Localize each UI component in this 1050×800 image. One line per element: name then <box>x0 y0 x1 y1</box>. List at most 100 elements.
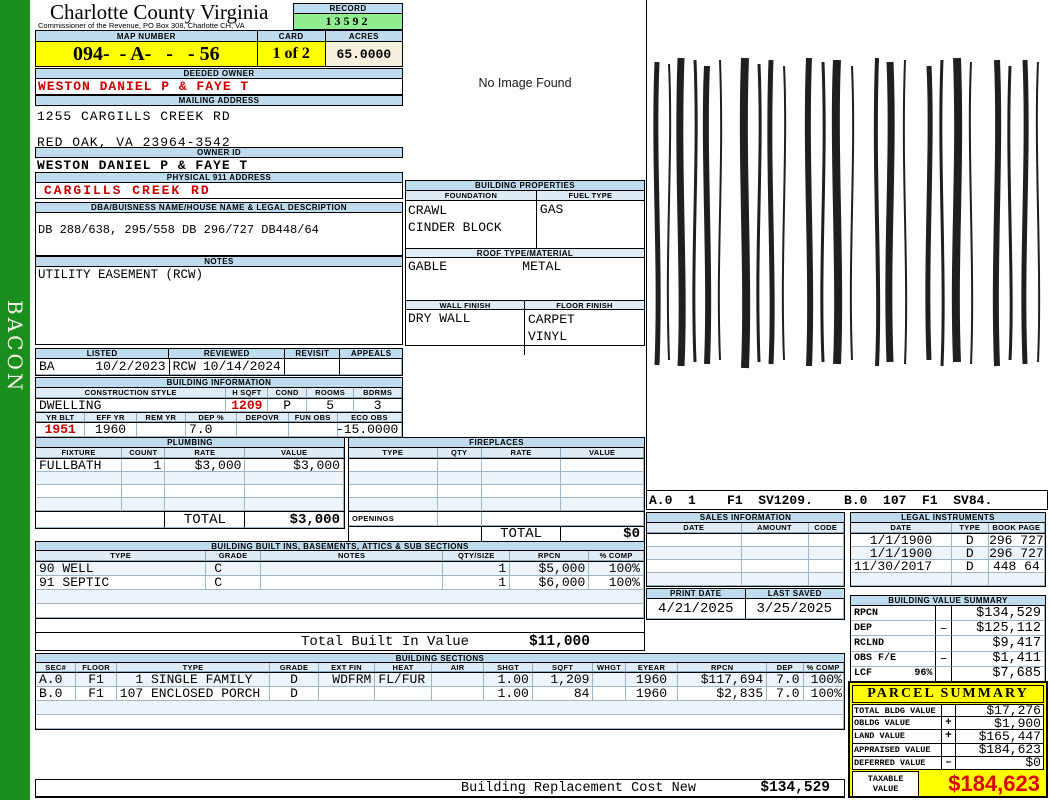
bi-rpcn-label: RPCN <box>510 551 590 561</box>
bvs-label-text: RPCN <box>854 607 879 619</box>
empty-cell <box>36 472 123 485</box>
fp-qty-label: QTY <box>437 448 482 458</box>
sales-code-label: CODE <box>808 523 844 533</box>
built-ins-total-label: Total Built In Value <box>301 633 470 650</box>
parcel-row-label: TOTAL BLDG VALUE <box>852 704 943 718</box>
acres-value: 65.0000 <box>325 42 403 67</box>
empty-cell <box>647 534 742 547</box>
last-saved-label: LAST SAVED <box>745 588 845 599</box>
parcel-row-sign: + <box>942 730 956 744</box>
foundation-value: CRAWL CINDER BLOCK <box>406 201 537 248</box>
legal-description-value: DB 288/638, 295/558 DB 296/727 DB448/64 <box>35 213 403 256</box>
empty-cell <box>165 485 246 498</box>
building-value-summary-label: BUILDING VALUE SUMMARY <box>850 595 1046 606</box>
taxable-value: $184,623 <box>948 770 1040 796</box>
empty-cell <box>349 459 438 472</box>
sec-b-comp: 100% <box>803 687 844 701</box>
empty-cell <box>437 485 482 498</box>
empty-cell <box>561 485 644 498</box>
sec-b-shgt: 1.00 <box>484 687 533 701</box>
empty-cell <box>988 573 1045 586</box>
sec-a-shgt: 1.00 <box>484 673 533 687</box>
wall-finish-label: WALL FINISH <box>406 300 525 310</box>
reviewed-date: 10/14/2024 <box>202 359 281 374</box>
parcel-row-value: $17,276 <box>955 703 1044 718</box>
empty-cell <box>561 498 644 511</box>
deeded-owner-label: DEEDED OWNER <box>35 68 403 79</box>
fp-rate-label: RATE <box>481 448 562 458</box>
plumbing-total-label: TOTAL <box>165 512 246 528</box>
legal-row-type: D <box>951 534 989 547</box>
notes-label: NOTES <box>35 256 403 267</box>
wall-finish-value: DRY WALL <box>406 310 525 355</box>
empty-cell <box>481 512 644 526</box>
effyr-label: EFF YR <box>85 413 137 422</box>
parcel-row-sign: – <box>942 756 956 770</box>
owner-id-value: WESTON DANIEL P & FAYE T <box>37 158 249 173</box>
bvs-value: $9,417 <box>951 636 1045 652</box>
legal-description-section: DBA/BUISNESS NAME/HOUSE NAME & LEGAL DES… <box>35 202 403 256</box>
dep-label: DEP <box>767 663 804 672</box>
dep-pct-value: 7.0 <box>186 423 238 437</box>
notes-section: NOTES UTILITY EASEMENT (RCW) <box>35 256 403 345</box>
sec-a-sec: A.0 <box>36 673 77 687</box>
photo-panel: No Image Found <box>405 0 645 180</box>
bvs-label: DEP <box>851 621 937 637</box>
bvs-label: RCLND <box>851 636 937 652</box>
reviewed-by: RCW <box>172 359 196 374</box>
type-label: TYPE <box>116 663 271 672</box>
building-info-section: BUILDING INFORMATION CONSTRUCTION STYLE … <box>35 377 403 438</box>
empty-cell <box>951 573 989 586</box>
building-properties-label: BUILDING PROPERTIES <box>406 181 644 191</box>
empty-cell <box>481 498 562 511</box>
bi-row-rpcn: $6,000 <box>510 576 590 590</box>
notes-value: UTILITY EASEMENT (RCW) <box>35 267 403 345</box>
bi-row-type: 91 SEPTIC <box>36 576 207 590</box>
sec-a-extfin: WDFRM <box>318 673 376 687</box>
shgt-label: SHGT <box>484 663 533 672</box>
sales-date-label: DATE <box>647 523 742 533</box>
sec-b-rpcn: $2,835 <box>678 687 768 701</box>
rpcn-label: RPCN <box>678 663 768 672</box>
rooms-label: ROOMS <box>306 388 355 398</box>
empty-cell <box>36 715 844 729</box>
revisit-value <box>284 359 340 375</box>
grade-label: GRADE <box>270 663 319 672</box>
rate-label: RATE <box>165 448 246 458</box>
bvs-label-text: OBS F/E <box>854 653 897 665</box>
empty-cell <box>431 687 485 701</box>
bi-row-qty: 1 <box>443 562 511 576</box>
foundation-label: FOUNDATION <box>406 191 537 201</box>
fixture-label: FIXTURE <box>36 448 123 458</box>
sketch-drawing <box>653 57 1041 369</box>
empty-cell <box>808 573 844 586</box>
floor-label: FLOOR <box>76 663 117 672</box>
built-ins-total-value: $11,000 <box>529 633 590 650</box>
appeals-value <box>339 359 402 375</box>
parcel-row-value: $165,447 <box>955 729 1044 744</box>
bi-row-notes <box>260 562 444 576</box>
county-subtitle: Commissioner of the Revenue, PO Box 308,… <box>38 21 245 30</box>
empty-cell <box>36 498 123 511</box>
bi-row-qty: 1 <box>443 576 511 590</box>
empty-cell <box>437 459 482 472</box>
plumbing-section: PLUMBING FIXTURE COUNT RATE VALUE FULLBA… <box>35 437 345 529</box>
bi-notes-label: NOTES <box>260 551 444 561</box>
sales-amount-label: AMOUNT <box>741 523 809 533</box>
empty-cell <box>165 472 246 485</box>
empty-cell <box>437 498 482 511</box>
fp-openings-label: OPENINGS <box>349 512 438 526</box>
bvs-value: $134,529 <box>951 606 1045 622</box>
empty-cell <box>349 498 438 511</box>
bvs-sign <box>936 666 952 682</box>
empty-cell <box>245 498 344 511</box>
empty-cell <box>36 619 644 632</box>
empty-cell <box>741 534 809 547</box>
bvs-sign <box>936 636 952 652</box>
empty-cell <box>808 547 844 560</box>
parcel-row-value: $1,900 <box>955 716 1044 731</box>
reviewed-value: RCW 10/14/2024 <box>169 359 285 375</box>
empty-cell <box>741 547 809 560</box>
no-image-text: No Image Found <box>478 76 572 90</box>
depovr-value <box>237 423 289 437</box>
